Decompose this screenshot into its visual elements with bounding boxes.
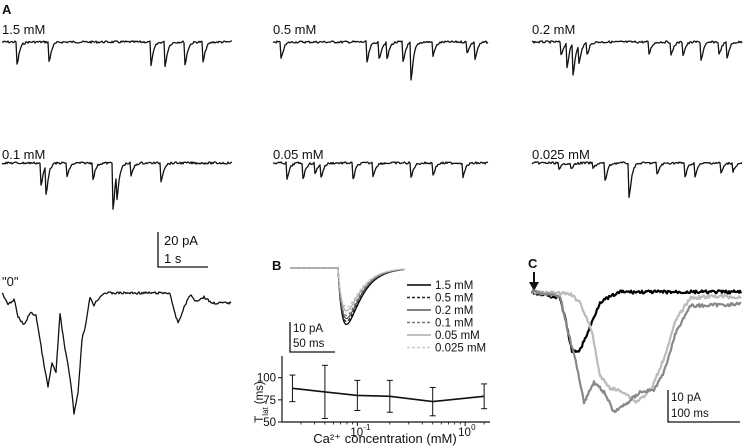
condition-label-0-025mM: 0.025 mM xyxy=(532,147,590,162)
average-epsc-trace xyxy=(290,267,406,326)
legend-entry: 0.1 mM xyxy=(435,318,473,330)
example-epsc-trace xyxy=(531,289,742,414)
scale-amplitude-label: 20 pA xyxy=(164,233,198,248)
latency-error-bar xyxy=(321,364,328,419)
panel-a-scale-bar: 20 pA 1 s xyxy=(157,232,208,268)
condition-label-zero: "0" xyxy=(2,274,19,289)
panel-b-scale-amplitude: 10 pA xyxy=(293,323,323,335)
y-tick-label: 100 xyxy=(257,373,276,385)
panel-a-traces xyxy=(1,40,743,415)
latency-series-line xyxy=(292,387,485,403)
condition-label-0-05mM: 0.05 mM xyxy=(273,147,324,162)
spontaneous-current-trace xyxy=(272,161,489,180)
stimulus-arrow-icon xyxy=(529,272,539,291)
latency-error-bar xyxy=(386,379,393,413)
zero-calcium-trace xyxy=(1,291,232,415)
latency-error-bar xyxy=(429,386,436,417)
condition-label-1-5mM: 1.5 mM xyxy=(2,22,45,37)
spontaneous-current-trace xyxy=(1,161,233,210)
x-tick-exponent: 0 xyxy=(471,423,476,432)
x-tick-label: 10 xyxy=(458,427,471,439)
x-tick-label: 10 xyxy=(350,427,363,439)
scale-time-label: 1 s xyxy=(164,251,182,266)
average-epsc-trace xyxy=(290,267,406,312)
condition-label-0-2mM: 0.2 mM xyxy=(532,22,575,37)
spontaneous-current-trace xyxy=(532,40,743,76)
legend-entry: 1.5 mM xyxy=(435,280,473,292)
legend-entry: 0.5 mM xyxy=(435,293,473,305)
legend-entry: 0.2 mM xyxy=(435,305,473,317)
legend-entry: 0.05 mM xyxy=(435,330,480,342)
latency-error-bar xyxy=(354,379,361,411)
average-epsc-trace xyxy=(290,267,406,323)
condition-label-0-5mM: 0.5 mM xyxy=(273,22,316,37)
panel-b-legend: 1.5 mM0.5 mM0.2 mM0.1 mM0.05 mM0.025 mM xyxy=(407,280,486,355)
panel-b-scale-time: 50 ms xyxy=(293,338,325,350)
panel-c-letter: C xyxy=(528,256,538,271)
panel-a-letter: A xyxy=(2,2,12,17)
panel-c-scale-amplitude: 10 pA xyxy=(671,392,701,404)
y-tick-label: 50 xyxy=(263,417,276,429)
spontaneous-current-trace xyxy=(531,161,743,199)
latency-chart: Tlat(ms) Ca²⁺ concentration (mM) 5075100… xyxy=(254,356,490,446)
panel-b-scale-bar: 10 pA 50 ms xyxy=(289,322,335,353)
average-epsc-trace xyxy=(290,267,406,308)
average-epsc-trace xyxy=(290,267,406,317)
example-epsc-trace xyxy=(531,289,742,404)
panel-c-scale-time: 100 ms xyxy=(671,408,709,420)
panel-c-traces xyxy=(530,289,743,414)
spontaneous-current-trace xyxy=(1,40,232,68)
panel-b-average-traces xyxy=(290,267,406,326)
latency-x-axis-label: Ca²⁺ concentration (mM) xyxy=(313,431,456,446)
example-epsc-trace xyxy=(530,289,743,353)
latency-y-axis-label: Tlat(ms) xyxy=(254,381,270,423)
panel-b-letter: B xyxy=(272,258,281,273)
y-tick-label: 75 xyxy=(263,395,276,407)
panel-c-scale-bar: 10 pA 100 ms xyxy=(667,390,740,423)
legend-entry: 0.025 mM xyxy=(435,343,486,355)
latency-error-bar xyxy=(289,374,296,403)
spontaneous-current-trace xyxy=(272,40,489,81)
chart-axes xyxy=(281,356,490,423)
x-tick-exponent: -1 xyxy=(363,423,371,432)
latency-error-bar xyxy=(481,383,488,410)
condition-label-0-1mM: 0.1 mM xyxy=(2,147,45,162)
